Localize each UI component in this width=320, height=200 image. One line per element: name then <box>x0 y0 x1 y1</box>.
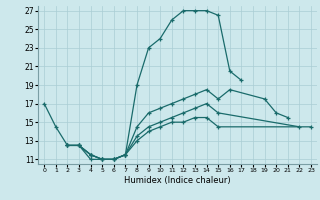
X-axis label: Humidex (Indice chaleur): Humidex (Indice chaleur) <box>124 176 231 185</box>
